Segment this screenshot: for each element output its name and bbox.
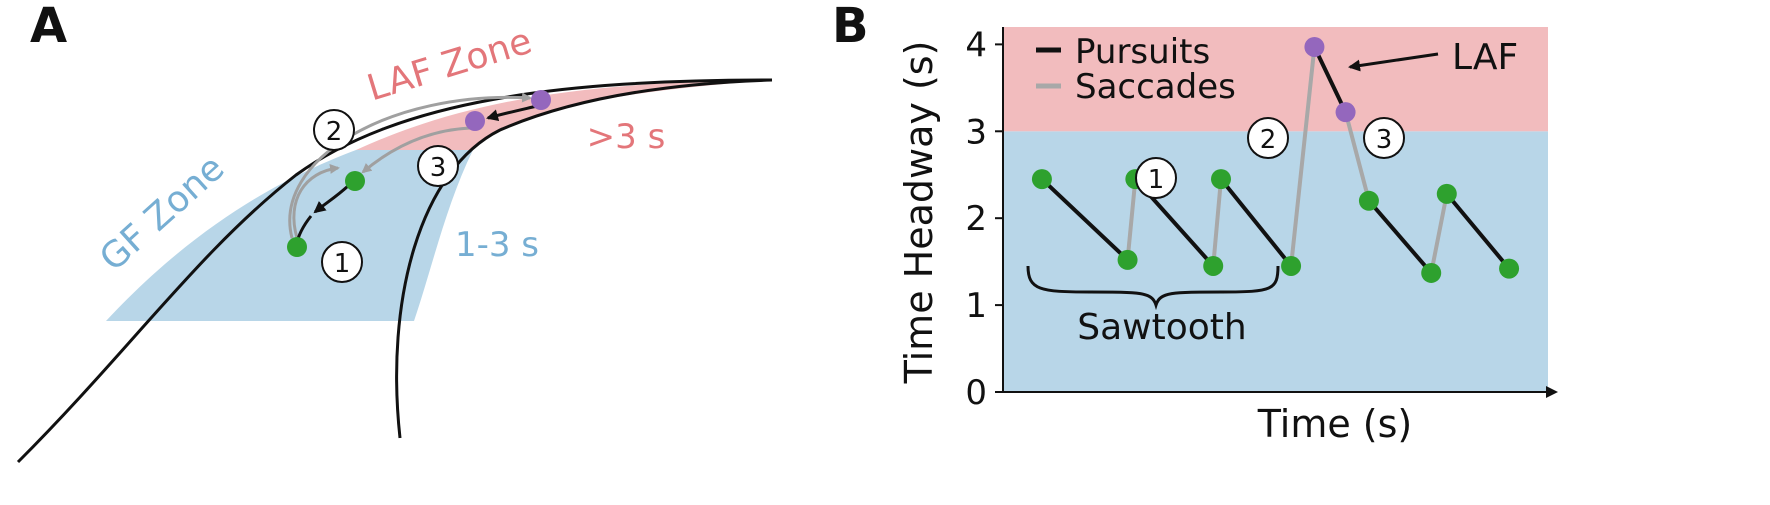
- marker-1: 1: [1135, 157, 1177, 199]
- data-point-green: [1436, 183, 1457, 204]
- y-tick-label: 2: [965, 199, 987, 239]
- gaze-point-purple: [465, 111, 485, 131]
- y-tick-label: 0: [965, 373, 987, 413]
- pursuit-arrow-upper: [486, 104, 538, 122]
- range-1-3s-label: 1-3 s: [455, 225, 539, 265]
- data-point-green: [1281, 255, 1302, 276]
- marker-1: 1: [321, 241, 363, 283]
- saccade-arrow-up-inner: [292, 164, 340, 239]
- saccade-segment: [1211, 178, 1223, 267]
- data-point-purple: [1304, 36, 1325, 57]
- marker-3: 3: [417, 145, 459, 187]
- data-point-green: [1421, 262, 1442, 283]
- legend-pursuits-label: Pursuits: [1075, 32, 1210, 72]
- legend: Pursuits Saccades: [1036, 32, 1236, 107]
- panel-a-label: A: [30, 0, 67, 54]
- svg-text:3: 3: [1376, 125, 1393, 155]
- gaze-point-green: [287, 237, 307, 257]
- over-3s-label: >3 s: [587, 117, 666, 157]
- y-tick-label: 4: [965, 25, 987, 65]
- y-tick-label: 1: [965, 286, 987, 326]
- svg-text:2: 2: [326, 117, 343, 147]
- gaze-point-green: [345, 171, 365, 191]
- saccade-segment: [1289, 46, 1317, 267]
- data-point-green: [1211, 169, 1231, 190]
- laf-zone: [356, 80, 772, 150]
- saccade-segment: [1343, 111, 1371, 202]
- svg-text:3: 3: [430, 153, 447, 183]
- gaze-point-purple: [531, 90, 551, 110]
- marker-2: 2: [1247, 117, 1289, 159]
- gf-zone: [106, 150, 473, 321]
- pursuit-arrow-lower: [313, 184, 350, 214]
- y-tick-label: 3: [965, 112, 987, 152]
- pursuit-segment: [1219, 177, 1293, 268]
- panel-a: A LAF Zone GF Zone >3 s 1-3 s 1: [16, 0, 773, 464]
- panel-b: B 0 1 2 3 4 Time (s) Time Headway (s) Pursui…: [832, 0, 1558, 446]
- data-point-green: [1499, 258, 1520, 279]
- sawtooth-brace: [1026, 265, 1280, 311]
- data-point-green: [1203, 255, 1224, 276]
- data-point-green: [1117, 249, 1138, 270]
- sawtooth-label: Sawtooth: [1077, 307, 1246, 348]
- zone-gf: [1003, 131, 1548, 393]
- pursuit-segment: [1040, 177, 1129, 262]
- x-axis-title: Time (s): [1257, 402, 1413, 446]
- series-points: [1031, 36, 1520, 283]
- laf-annotation-arrow: [1348, 52, 1439, 72]
- road-inner-edge: [395, 78, 773, 439]
- pursuit-segment: [1445, 192, 1511, 270]
- marker-3: 3: [1363, 117, 1405, 159]
- data-point-green: [1031, 169, 1052, 190]
- saccade-arrow-down: [361, 126, 471, 174]
- svg-text:1: 1: [1148, 165, 1165, 195]
- series-segments: [1040, 46, 1511, 275]
- svg-text:1: 1: [334, 249, 351, 279]
- y-axis: 0 1 2 3 4: [965, 25, 1003, 413]
- laf-annotation: LAF: [1452, 37, 1518, 78]
- road-outer-edge: [16, 78, 773, 464]
- zone-backgrounds: [1003, 27, 1548, 393]
- saccade-segment: [1125, 178, 1138, 261]
- svg-text:2: 2: [1260, 125, 1277, 155]
- pursuit-segment: [1312, 46, 1348, 114]
- y-axis-title: Time Headway (s): [897, 41, 941, 385]
- data-point-purple: [1335, 102, 1356, 123]
- legend-saccades-label: Saccades: [1075, 67, 1236, 107]
- marker-2: 2: [313, 109, 355, 151]
- data-point-green: [1358, 190, 1379, 211]
- panel-b-label: B: [832, 0, 869, 54]
- pursuit-segment: [1367, 199, 1433, 275]
- saccade-segment: [1429, 193, 1449, 274]
- zone-laf: [1003, 27, 1548, 132]
